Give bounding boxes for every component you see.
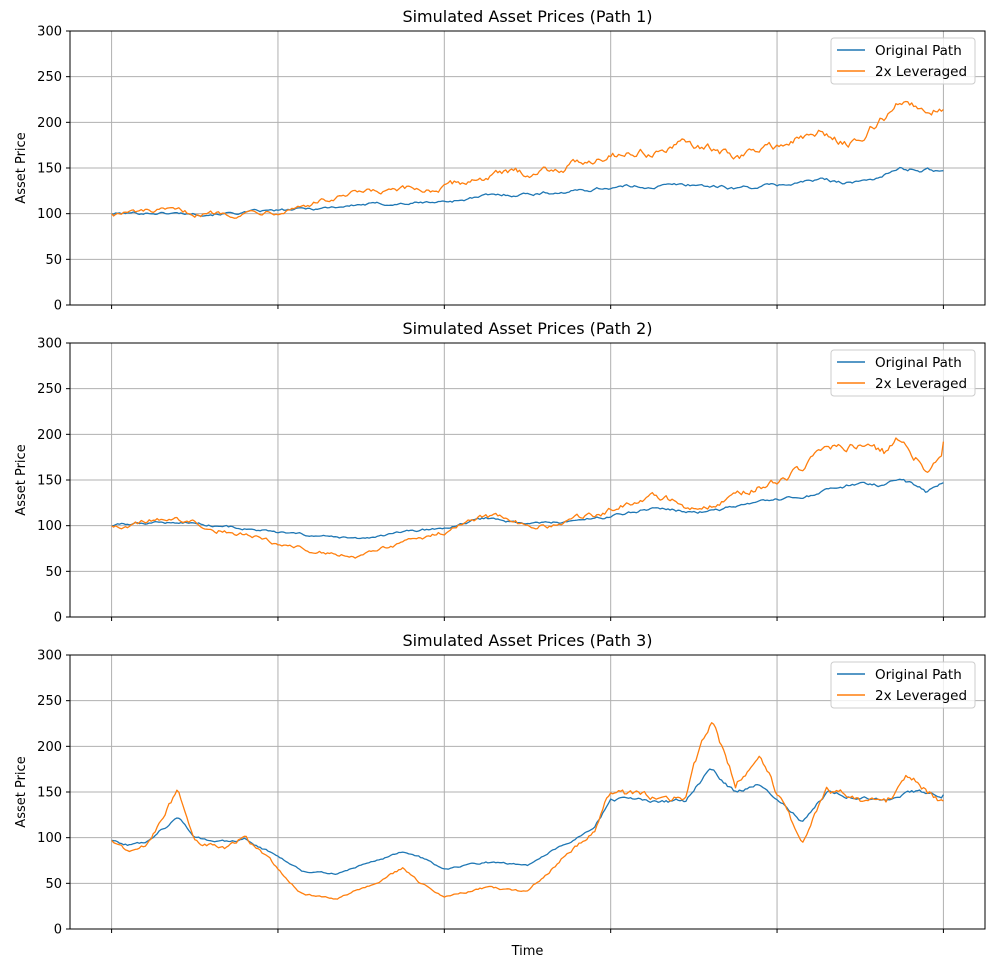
series-line-original-path <box>111 768 944 876</box>
y-tick-label: 100 <box>37 831 62 846</box>
y-tick-label: 0 <box>54 299 62 314</box>
legend-label: 2x Leveraged <box>875 64 967 80</box>
chart-panels: 0 50 100 150 200 250 300 Simulated Asset Prices… <box>14 7 986 959</box>
x-axis-label: Time <box>511 944 544 959</box>
legend: Original Path 2x Leveraged <box>830 349 976 397</box>
chart-title: Simulated Asset Prices (Path 2) <box>402 319 652 338</box>
legend-box <box>830 661 976 709</box>
y-tick-label: 300 <box>37 337 62 352</box>
y-tick-label: 250 <box>37 382 62 397</box>
legend-label: Original Path <box>875 43 962 59</box>
y-tick-label: 0 <box>54 923 62 938</box>
chart-panel-1: 0 50 100 150 200 250 300 Simulated Asset Prices… <box>14 7 986 314</box>
legend-label: 2x Leveraged <box>875 376 967 392</box>
y-tick-label: 200 <box>37 428 62 443</box>
y-tick-label: 250 <box>37 70 62 85</box>
legend: Original Path 2x Leveraged <box>830 37 976 85</box>
y-tick-label: 50 <box>45 565 62 580</box>
series-line-2x-leveraged <box>111 100 944 219</box>
series-line-original-path <box>111 478 944 540</box>
legend-label: 2x Leveraged <box>875 688 967 704</box>
y-tick-label: 150 <box>37 162 62 177</box>
series-line-original-path <box>111 166 944 217</box>
legend: Original Path 2x Leveraged <box>830 661 976 709</box>
y-tick-label: 300 <box>37 649 62 664</box>
legend-box <box>830 349 976 397</box>
legend-label: Original Path <box>875 667 962 683</box>
y-tick-label: 150 <box>37 474 62 489</box>
legend-label: Original Path <box>875 355 962 371</box>
y-tick-label: 250 <box>37 694 62 709</box>
y-axis-label: Asset Price <box>14 756 29 827</box>
chart-title: Simulated Asset Prices (Path 1) <box>402 7 652 26</box>
y-tick-label: 150 <box>37 786 62 801</box>
y-tick-label: 100 <box>37 519 62 534</box>
y-tick-label: 200 <box>37 740 62 755</box>
chart-panel-3: 0 50 100 150 200 250 300 Simulated Asset Prices… <box>14 631 986 959</box>
y-tick-label: 100 <box>37 207 62 222</box>
series-line-2x-leveraged <box>111 722 944 900</box>
chart-title: Simulated Asset Prices (Path 3) <box>402 631 652 650</box>
y-tick-label: 300 <box>37 25 62 40</box>
chart-panel-2: 0 50 100 150 200 250 300 Simulated Asset Prices… <box>14 319 986 626</box>
y-axis-label: Asset Price <box>14 444 29 515</box>
y-tick-label: 0 <box>54 611 62 626</box>
legend-box <box>830 37 976 85</box>
series-line-2x-leveraged <box>111 437 945 559</box>
y-tick-label: 50 <box>45 877 62 892</box>
y-axis-label: Asset Price <box>14 132 29 203</box>
y-tick-label: 50 <box>45 253 62 268</box>
y-tick-label: 200 <box>37 116 62 131</box>
